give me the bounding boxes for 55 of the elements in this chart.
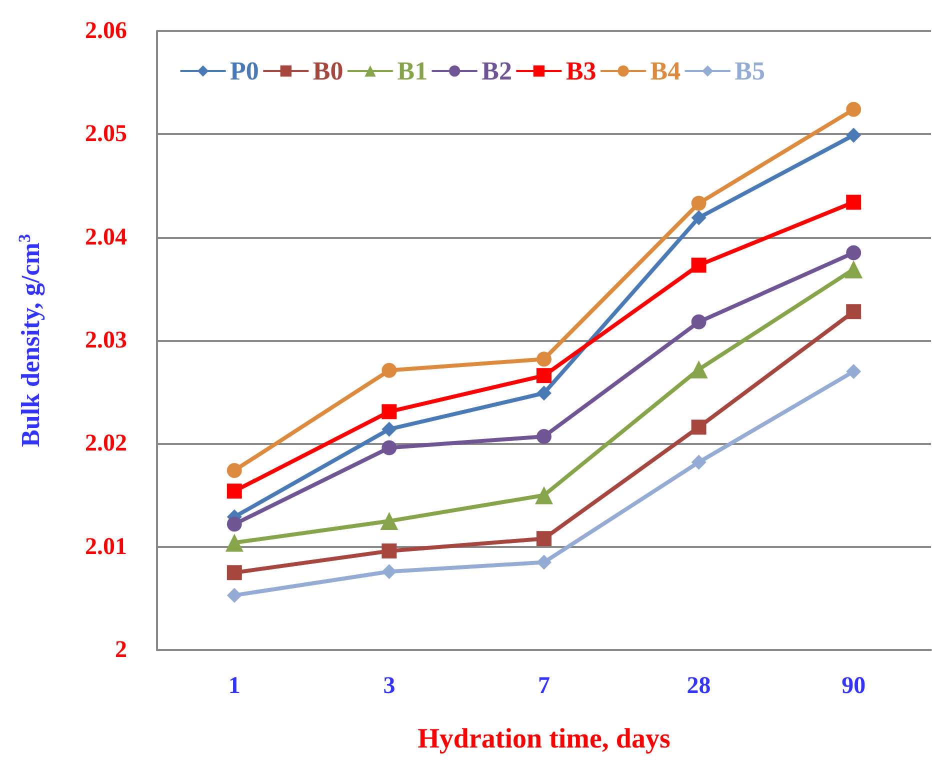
point bbox=[691, 258, 706, 273]
legend-label: B4 bbox=[650, 56, 681, 86]
point bbox=[536, 386, 552, 401]
point bbox=[844, 260, 863, 278]
point bbox=[536, 352, 552, 367]
point bbox=[226, 565, 242, 580]
x-tick-label: 28 bbox=[686, 673, 711, 699]
y-tick-label: 2.02 bbox=[85, 430, 127, 457]
point bbox=[382, 564, 397, 580]
point bbox=[846, 128, 862, 143]
legend-label: B5 bbox=[734, 56, 765, 86]
x-tick-label: 1 bbox=[228, 673, 240, 699]
point bbox=[226, 588, 242, 603]
legend-label: B2 bbox=[482, 56, 512, 86]
y-tick-label: 2.01 bbox=[85, 534, 127, 560]
y-tick-label: 2 bbox=[115, 637, 127, 663]
point bbox=[691, 210, 706, 226]
point bbox=[691, 314, 706, 330]
point bbox=[691, 196, 706, 211]
point bbox=[225, 534, 244, 552]
point bbox=[846, 245, 862, 260]
point bbox=[226, 462, 242, 478]
y-tick-label: 2.05 bbox=[85, 121, 127, 148]
x-tick-label: 3 bbox=[383, 673, 396, 699]
legend-label: B1 bbox=[397, 56, 428, 86]
y-tick-label: 2.04 bbox=[85, 224, 127, 250]
y-tick-label: 2.03 bbox=[85, 328, 127, 354]
point bbox=[691, 454, 706, 470]
point bbox=[846, 304, 862, 320]
point bbox=[536, 368, 552, 384]
point bbox=[382, 440, 397, 456]
point bbox=[536, 554, 552, 570]
legend-label: B0 bbox=[312, 56, 344, 86]
point bbox=[380, 512, 398, 530]
point bbox=[382, 404, 397, 420]
point bbox=[536, 428, 552, 444]
point bbox=[382, 362, 397, 378]
point bbox=[846, 194, 862, 210]
point bbox=[536, 531, 552, 546]
x-tick-label: 7 bbox=[538, 673, 550, 699]
x-axis-title: Hydration time, days bbox=[418, 724, 670, 754]
point bbox=[691, 420, 706, 435]
legend-label: B3 bbox=[566, 56, 596, 86]
point bbox=[690, 360, 708, 378]
legend-label: P0 bbox=[230, 56, 259, 86]
point bbox=[382, 422, 397, 437]
point bbox=[382, 543, 397, 558]
point bbox=[846, 102, 862, 117]
y-axis-title: Bulk density, g/cm3 bbox=[15, 234, 45, 447]
point bbox=[226, 484, 242, 499]
x-tick-label: 90 bbox=[842, 673, 866, 699]
point bbox=[535, 486, 553, 504]
point bbox=[846, 364, 862, 379]
y-tick-label: 2.06 bbox=[85, 18, 127, 44]
point bbox=[226, 516, 242, 532]
